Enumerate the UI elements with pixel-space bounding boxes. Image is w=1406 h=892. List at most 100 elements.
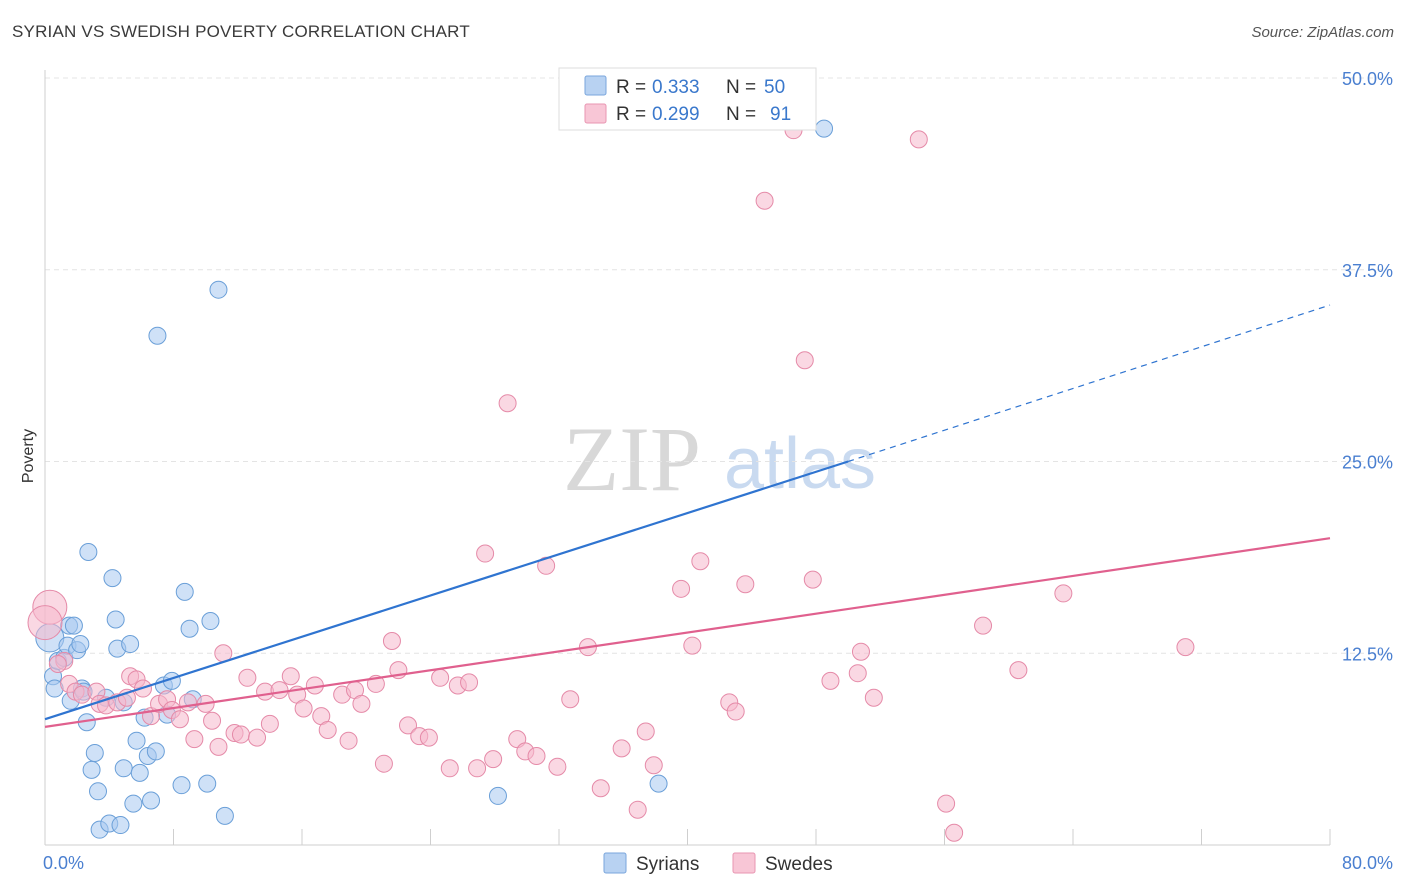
watermark: ZIP atlas (563, 408, 876, 510)
swedes-point-80 (851, 642, 870, 661)
swedes-point-31 (281, 667, 300, 686)
syrians-point-34 (146, 742, 165, 761)
swedes-point-72 (726, 702, 745, 721)
syrians-trend-extension (847, 304, 1331, 463)
syrians-point-48 (649, 774, 668, 793)
swedes-point-69 (683, 636, 702, 655)
swedes-point-74 (755, 191, 774, 210)
swedes-point-82 (909, 130, 928, 149)
syrians-point-27 (121, 635, 140, 654)
syrians-point-30 (130, 763, 149, 782)
stats-legend: R = 0.333 N = 50 R = 0.299 N = 91 (558, 67, 817, 131)
swedes-point-40 (352, 694, 371, 713)
legend-swedes-swatch (732, 852, 756, 874)
syrians-n-value: 50 (764, 77, 785, 98)
swedes-r-label: R = (616, 104, 646, 125)
swedes-points (27, 121, 1195, 842)
syrians-legend-swatch (584, 75, 607, 96)
syrians-point-35 (148, 326, 167, 345)
syrians-point-40 (175, 582, 194, 601)
swedes-point-65 (628, 800, 647, 819)
syrians-point-17 (89, 782, 108, 801)
series-legend: Syrians Swedes (603, 852, 833, 875)
syrians-r-label: R = (616, 77, 646, 98)
swedes-point-49 (440, 759, 459, 778)
swedes-point-19 (185, 730, 204, 749)
swedes-point-38 (339, 731, 358, 750)
swedes-point-66 (636, 722, 655, 741)
swedes-point-60 (548, 757, 567, 776)
swedes-point-42 (374, 754, 393, 773)
swedes-point-64 (612, 739, 631, 758)
watermark-atlas: atlas (724, 424, 876, 504)
syrians-point-33 (142, 791, 161, 810)
syrians-point-45 (209, 280, 228, 299)
syrians-point-21 (103, 569, 122, 588)
grid-lines (45, 77, 1392, 654)
swedes-n-value: 91 (770, 104, 791, 125)
swedes-point-51 (460, 673, 479, 692)
swedes-legend-swatch (584, 103, 607, 124)
swedes-point-81 (864, 688, 883, 707)
swedes-point-54 (484, 750, 503, 769)
swedes-point-73 (736, 575, 755, 594)
swedes-point-48 (431, 668, 450, 687)
syrians-point-14 (79, 543, 98, 562)
swedes-point-90 (48, 654, 67, 673)
legend-syrians-swatch (603, 852, 627, 874)
swedes-point-45 (399, 716, 418, 735)
legend-swedes-label: Swedes (765, 854, 833, 875)
swedes-point-30 (270, 681, 289, 700)
watermark-zip: ZIP (563, 408, 701, 510)
syrians-point-29 (127, 731, 146, 750)
swedes-point-29 (260, 714, 279, 733)
swedes-point-83 (937, 794, 956, 813)
swedes-trend-line (44, 537, 1331, 728)
swedes-r-value: 0.299 (652, 104, 700, 125)
swedes-point-70 (691, 552, 710, 571)
swedes-point-77 (803, 570, 822, 589)
legend-syrians-label: Syrians (636, 854, 699, 875)
syrians-point-16 (85, 743, 104, 762)
syrians-trend-line (44, 460, 849, 721)
syrians-point-8 (64, 616, 83, 635)
syrians-point-28 (124, 794, 143, 813)
swedes-point-27 (248, 728, 267, 747)
swedes-point-33 (294, 699, 313, 718)
syrians-point-44 (201, 612, 220, 631)
swedes-point-36 (318, 720, 337, 739)
swedes-point-55 (498, 394, 517, 413)
syrians-point-22 (106, 610, 125, 629)
tick-labels: 12.5% 25.0% 37.5% 50.0% 0.0% 80.0% (43, 69, 1393, 873)
swedes-point-68 (672, 579, 691, 598)
swedes-point-25 (231, 725, 250, 744)
swedes-point-52 (468, 759, 487, 778)
swedes-point-21 (203, 711, 222, 730)
swedes-point-26 (238, 668, 257, 687)
swedes-point-22 (209, 737, 228, 756)
trend-lines (44, 304, 1331, 728)
syrians-n-label: N = (726, 77, 756, 98)
swedes-point-67 (644, 756, 663, 775)
swedes-point-58 (527, 747, 546, 766)
swedes-point-86 (1009, 661, 1028, 680)
y-tick-label-0: 12.5% (1342, 644, 1393, 664)
syrians-point-43 (198, 774, 217, 793)
swedes-point-43 (382, 631, 401, 650)
chart-title: SYRIAN VS SWEDISH POVERTY CORRELATION CH… (12, 22, 470, 41)
x-tick-label-1: 80.0% (1342, 853, 1393, 873)
syrians-point-47 (488, 786, 507, 805)
swedes-point-85 (974, 616, 993, 635)
y-axis-label: Poverty (20, 429, 37, 483)
syrians-point-49 (815, 119, 834, 138)
swedes-point-84 (945, 823, 964, 842)
syrians-point-10 (71, 635, 90, 654)
syrians-point-15 (82, 760, 101, 779)
axes (44, 70, 1331, 846)
x-tick-label-0: 0.0% (43, 853, 84, 873)
swedes-point-89 (27, 605, 63, 641)
syrians-point-24 (111, 816, 130, 835)
syrians-point-46 (215, 806, 234, 825)
y-tick-label-3: 50.0% (1342, 69, 1393, 89)
